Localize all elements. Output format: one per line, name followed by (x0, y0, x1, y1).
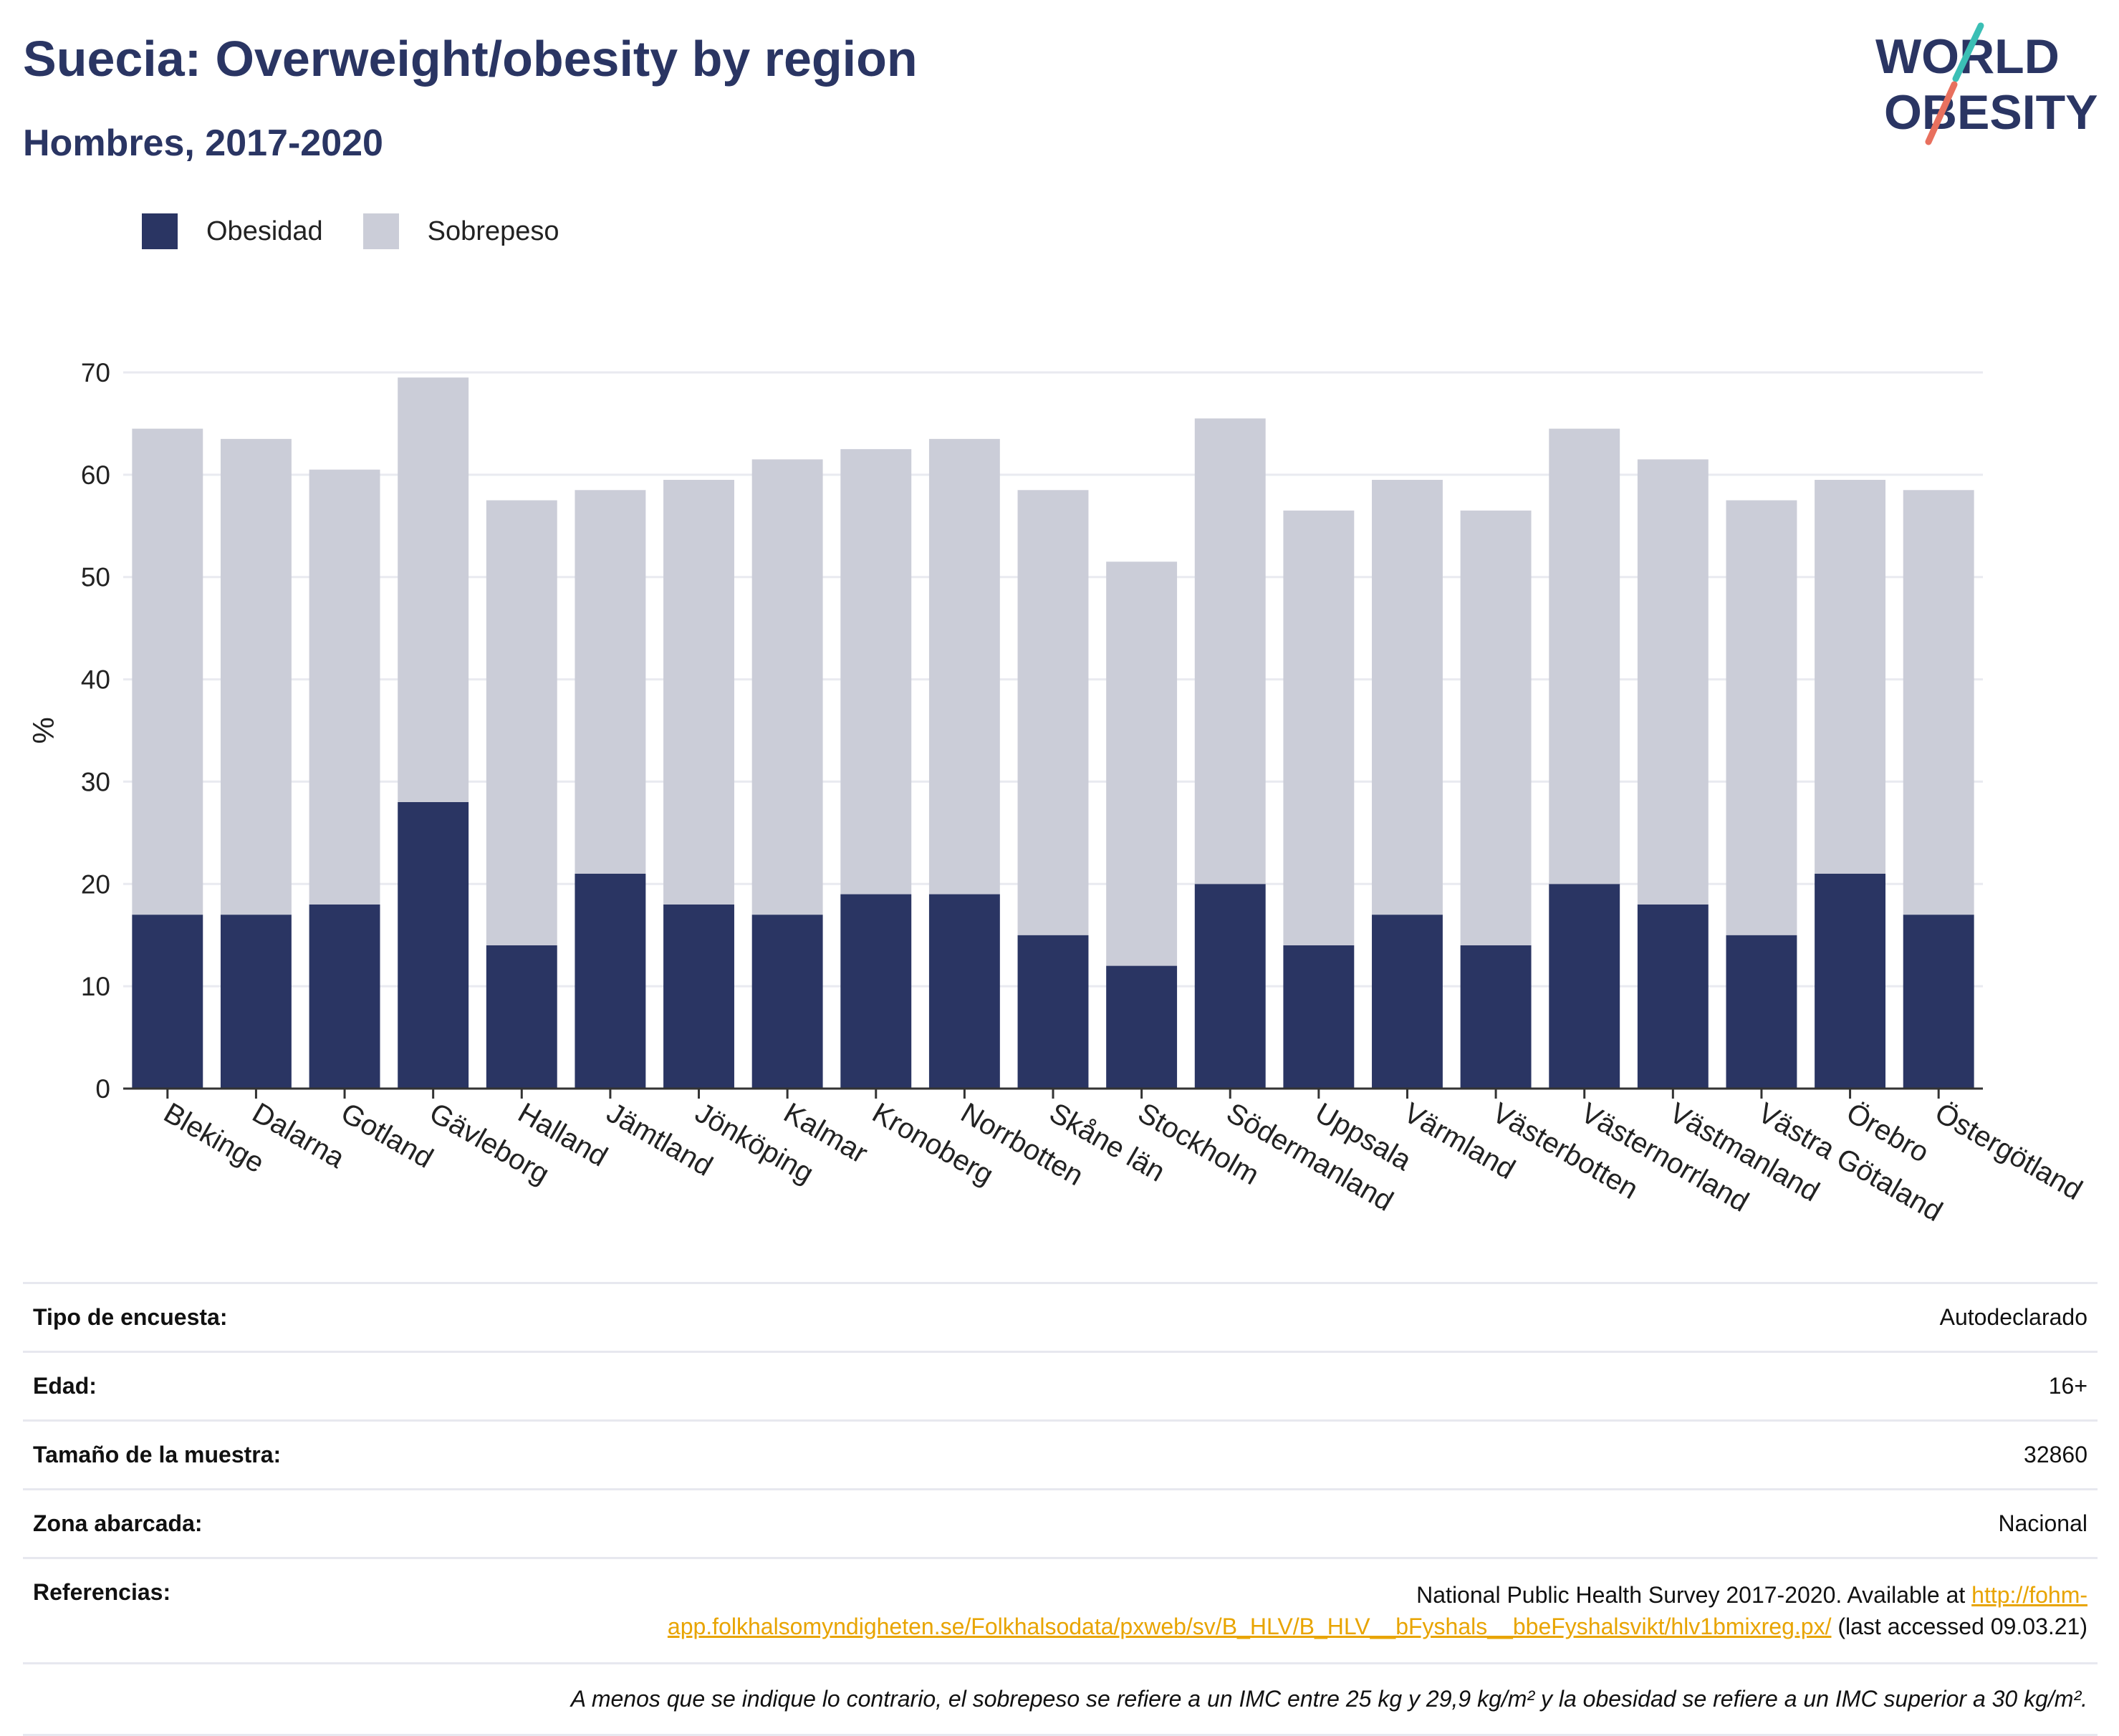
bar-obesidad (1194, 884, 1266, 1089)
bar-obesidad (1637, 904, 1709, 1089)
y-tick-label: 30 (81, 767, 110, 796)
info-row-edad: Edad: 16+ (23, 1351, 2098, 1419)
bar-obesidad (1815, 874, 1886, 1089)
bar-obesidad (132, 915, 203, 1089)
info-row-zona: Zona abarcada: Nacional (23, 1488, 2098, 1557)
info-value: 32860 (2024, 1442, 2087, 1467)
bar-obesidad (663, 904, 734, 1089)
bar-sobrepeso (575, 490, 646, 874)
x-tick-label: Gotland (336, 1097, 438, 1175)
info-key: Tipo de encuesta: (33, 1304, 228, 1330)
world-obesity-logo: WORLD OBESITY (1875, 22, 2098, 145)
bar-obesidad (1460, 945, 1532, 1089)
bar-sobrepeso (1460, 510, 1532, 945)
survey-info-table: Tipo de encuesta: Autodeclarado Edad: 16… (23, 1282, 2098, 1736)
bar-obesidad (309, 904, 380, 1089)
logo-line2: OBESITY (1884, 85, 2098, 140)
info-key: Referencias: (33, 1579, 171, 1605)
bar-sobrepeso (1194, 418, 1266, 884)
legend-item-obesidad[interactable]: Obesidad (142, 213, 323, 249)
legend-item-sobrepeso[interactable]: Sobrepeso (362, 213, 559, 249)
bar-obesidad (928, 894, 1000, 1089)
y-tick-label: 40 (81, 665, 110, 695)
references-accessed: (last accessed 09.03.21) (1831, 1614, 2087, 1639)
bar-obesidad (575, 874, 646, 1089)
references-value: National Public Health Survey 2017-2020.… (619, 1579, 2087, 1642)
bar-sobrepeso (309, 469, 380, 905)
bar-sobrepeso (1106, 561, 1178, 966)
y-axis-label: % (27, 717, 60, 743)
y-tick-label: 70 (81, 358, 110, 387)
y-tick-label: 60 (81, 460, 110, 490)
legend-label-sobrepeso: Sobrepeso (427, 216, 559, 246)
bar-sobrepeso (220, 438, 292, 915)
bmi-footnote: A menos que se indique lo contrario, el … (23, 1662, 2098, 1736)
legend-swatch-obesidad (142, 213, 178, 249)
bar-sobrepeso (1726, 500, 1797, 935)
bar-sobrepeso (1903, 490, 1974, 915)
y-tick-label: 50 (81, 563, 110, 592)
bar-sobrepeso (1372, 480, 1443, 915)
info-value: Nacional (1998, 1510, 2087, 1536)
stacked-bar-chart: 010203040506070%BlekingeDalarnaGotlandGä… (27, 358, 2087, 1228)
y-tick-label: 10 (81, 972, 110, 1001)
bar-obesidad (1283, 945, 1355, 1089)
x-tick-label: Östergötland (1930, 1097, 2087, 1207)
chart-subtitle: Hombres, 2017-2020 (23, 122, 383, 164)
bar-obesidad (1372, 915, 1443, 1089)
bar-obesidad (1106, 965, 1178, 1089)
bar-obesidad (486, 945, 557, 1089)
chart-title: Suecia: Overweight/obesity by region (23, 31, 918, 87)
y-tick-label: 0 (95, 1074, 110, 1104)
bar-sobrepeso (132, 428, 203, 915)
bar-sobrepeso (1283, 510, 1355, 945)
legend-label-obesidad: Obesidad (206, 216, 323, 246)
bar-obesidad (1549, 884, 1620, 1089)
info-row-tipo: Tipo de encuesta: Autodeclarado (23, 1282, 2098, 1351)
x-tick-label: Blekinge (158, 1097, 269, 1180)
info-value: Autodeclarado (1939, 1304, 2087, 1330)
bar-sobrepeso (663, 480, 734, 905)
legend-swatch-sobrepeso (362, 213, 399, 249)
bar-sobrepeso (1815, 480, 1886, 874)
bar-sobrepeso (486, 500, 557, 945)
bar-obesidad (1903, 915, 1974, 1089)
logo-slash-teal (1952, 22, 1984, 82)
bar-sobrepeso (840, 449, 912, 894)
references-text: National Public Health Survey 2017-2020.… (1416, 1582, 1972, 1608)
bar-sobrepeso (1017, 490, 1089, 935)
info-key: Zona abarcada: (33, 1510, 203, 1536)
logo-slash-coral (1925, 81, 1958, 145)
y-tick-label: 20 (81, 869, 110, 899)
bar-obesidad (840, 894, 912, 1089)
bar-obesidad (751, 915, 823, 1089)
bar-sobrepeso (928, 438, 1000, 894)
info-row-referencias: Referencias: National Public Health Surv… (23, 1557, 2098, 1662)
bar-obesidad (1017, 935, 1089, 1089)
bar-obesidad (1726, 935, 1797, 1089)
bar-sobrepeso (751, 459, 823, 915)
bar-obesidad (220, 915, 292, 1089)
info-value: 16+ (2048, 1373, 2087, 1399)
bar-obesidad (398, 802, 469, 1089)
bar-sobrepeso (398, 377, 469, 802)
references-link[interactable]: http://fohm-app.folkhalsomyndigheten.se/… (667, 1582, 2087, 1639)
bar-sobrepeso (1637, 459, 1709, 905)
chart-legend: Obesidad Sobrepeso (142, 213, 599, 249)
bar-sobrepeso (1549, 428, 1620, 884)
info-key: Edad: (33, 1373, 97, 1399)
info-key: Tamaño de la muestra: (33, 1442, 282, 1467)
info-row-muestra: Tamaño de la muestra: 32860 (23, 1419, 2098, 1488)
